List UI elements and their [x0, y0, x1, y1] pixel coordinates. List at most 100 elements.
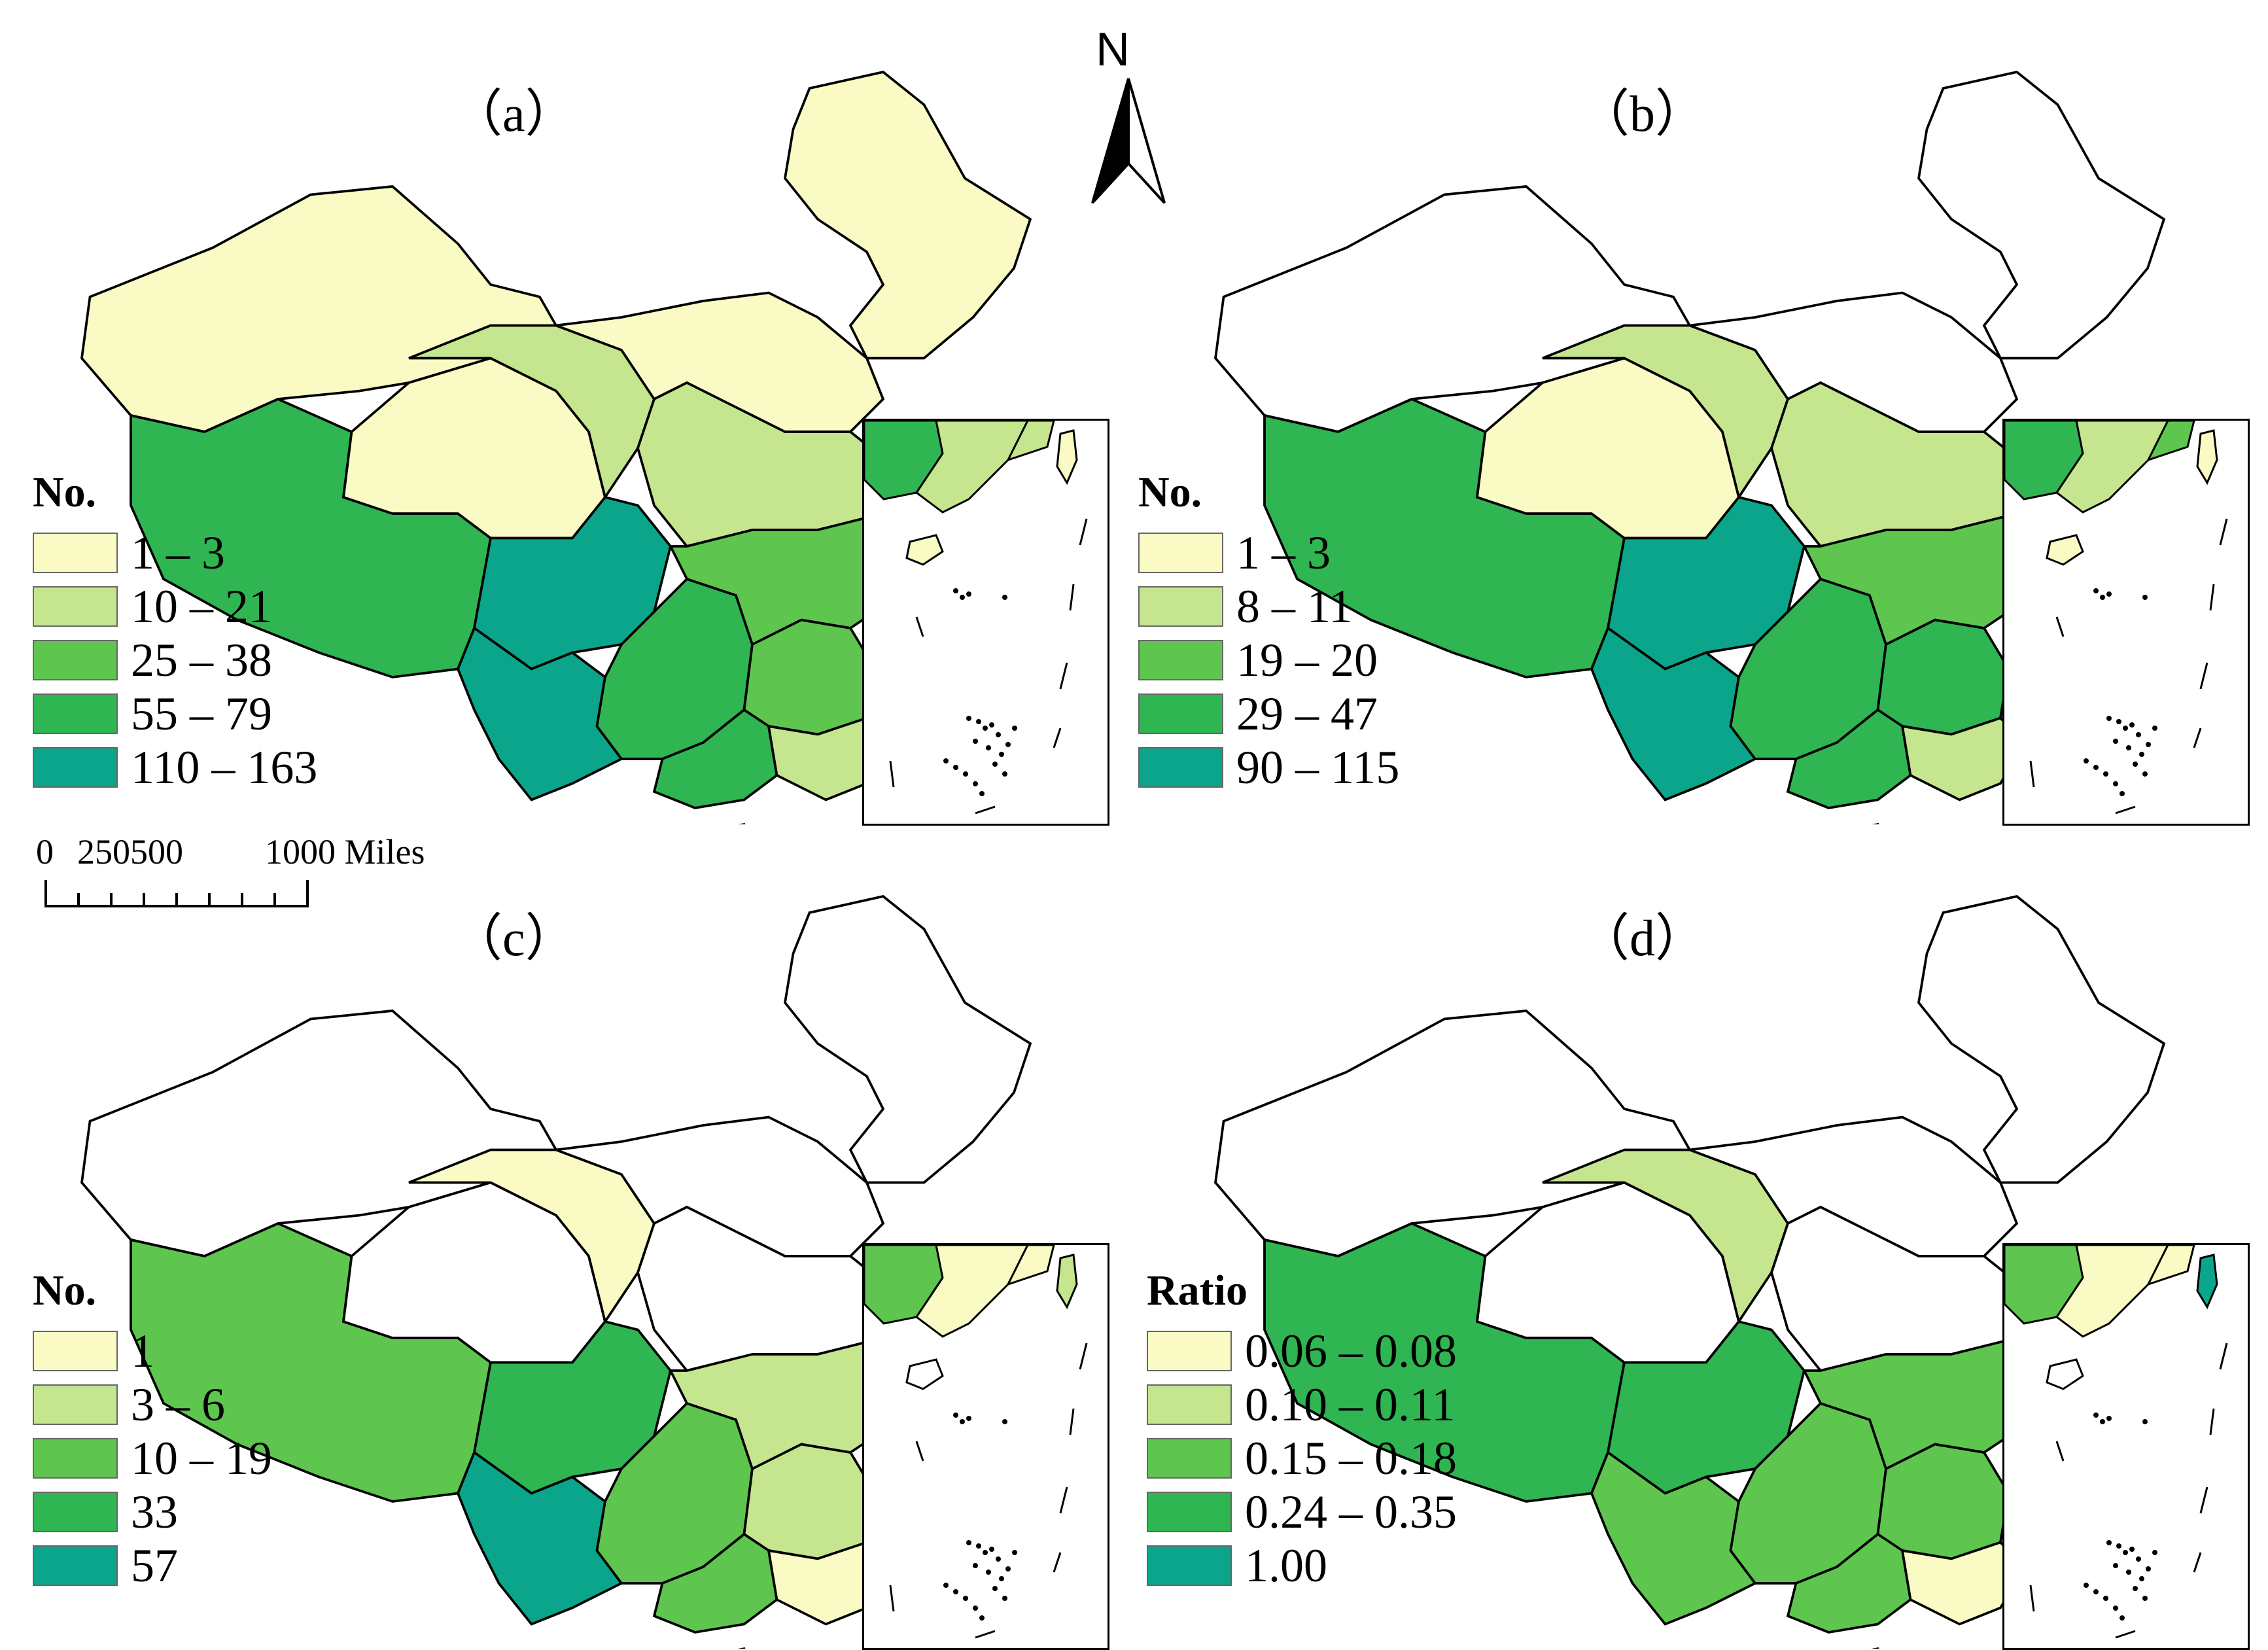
island-dot	[2103, 771, 2108, 777]
island-dot	[1002, 1596, 1007, 1601]
inset-region-fujian	[1006, 421, 1055, 462]
boundary-dash	[2219, 518, 2228, 546]
south-china-sea-inset-c	[862, 1243, 1109, 1650]
inset-region-hainan	[905, 1358, 944, 1390]
island-dot	[2100, 1419, 2105, 1424]
boundary-dash	[2029, 760, 2035, 788]
island-dot	[989, 722, 994, 728]
island-dot	[966, 1540, 971, 1545]
island-dot	[986, 745, 991, 750]
boundary-dash	[1069, 1408, 1075, 1435]
north-arrow-icon	[1091, 78, 1166, 204]
boundary-dash	[889, 760, 895, 788]
legend-label: 0.24 – 0.35	[1245, 1486, 1457, 1538]
legend-label: 90 – 115	[1236, 741, 1400, 794]
legend-swatch	[1138, 640, 1223, 680]
region-hubei-anhui	[1802, 512, 2051, 646]
boundary-dash	[2199, 662, 2208, 690]
map-panel-c: （c） No. 1 3 – 6 10 – 19 33 57	[0, 824, 1134, 1650]
region-yunnan	[456, 1450, 623, 1626]
legend-label: 8 – 11	[1236, 580, 1353, 633]
boundary-dash	[1069, 584, 1075, 611]
island-dot	[983, 726, 988, 731]
map-panel-d: （d） Ratio 0.06 – 0.08 0.10 – 0.11 0.15 –…	[1134, 824, 2267, 1650]
legend-item: 29 – 47	[1138, 687, 1399, 741]
legend-item: 1 – 3	[1138, 526, 1399, 580]
island-dot	[2113, 739, 2118, 744]
boundary-dash	[2199, 1486, 2208, 1514]
legend-swatch	[33, 586, 118, 627]
island-dot	[1002, 1419, 1007, 1424]
island-dot	[986, 1570, 991, 1575]
island-dot	[2142, 1419, 2148, 1424]
inset-region-taiwan	[1056, 1254, 1078, 1310]
legend-label: 29 – 47	[1236, 688, 1378, 740]
legend-swatch	[33, 1384, 118, 1425]
island-dot	[2113, 781, 2118, 786]
island-dot	[973, 1563, 978, 1568]
island-dot	[2126, 745, 2131, 750]
boundary-dash	[2055, 616, 2065, 637]
legend-item: 1 – 3	[33, 526, 317, 580]
island-dot	[2146, 742, 2151, 747]
scale-bar	[44, 880, 309, 907]
legend-swatch	[33, 747, 118, 788]
south-china-sea-inset-b	[2002, 419, 2250, 826]
legend-label: 10 – 21	[131, 580, 272, 633]
boundary-dash	[915, 1441, 924, 1462]
legend-swatch	[1147, 1492, 1232, 1532]
inset-region-taiwan	[2196, 1254, 2218, 1310]
legend-label: 55 – 79	[131, 688, 272, 740]
island-dot	[2139, 1576, 2144, 1581]
inset-region-taiwan	[1056, 429, 1078, 485]
legend-swatch	[1147, 1438, 1232, 1479]
legend-label: 0.10 – 0.11	[1245, 1378, 1456, 1431]
legend-item: 10 – 21	[33, 580, 317, 633]
island-dot	[979, 791, 985, 796]
legend-d: Ratio 0.06 – 0.08 0.10 – 0.11 0.15 – 0.1…	[1147, 1269, 1457, 1592]
panel-label-c: （c）	[451, 909, 576, 966]
legend-c: No. 1 3 – 6 10 – 19 33 57	[33, 1269, 272, 1592]
legend-label: 1 – 3	[1236, 527, 1331, 579]
legend-label: 110 – 163	[131, 741, 318, 794]
region-yunnan	[1590, 1450, 1757, 1626]
south-china-sea-inset-a	[862, 419, 1109, 826]
legend-item: 10 – 19	[33, 1431, 272, 1485]
island-dot	[1002, 595, 1007, 600]
island-dot	[996, 732, 1001, 737]
panel-label-d: （d）	[1579, 909, 1707, 966]
inset-region-hainan	[905, 534, 944, 566]
island-dot	[2142, 1596, 2148, 1601]
island-dot	[992, 1586, 998, 1591]
panel-label-a: （a）	[451, 85, 576, 142]
island-dot	[992, 762, 998, 767]
legend-a: No. 1 – 3 10 – 21 25 – 38 55 – 79 110 – …	[33, 471, 317, 794]
island-dot	[996, 1556, 1001, 1562]
legend-swatch	[1147, 1331, 1232, 1371]
island-dot	[2120, 1615, 2125, 1621]
region-hubei-anhui	[1802, 1336, 2051, 1471]
legend-label: 57	[131, 1539, 178, 1592]
legend-swatch	[33, 1331, 118, 1371]
legend-swatch	[1147, 1545, 1232, 1586]
legend-item: 1	[33, 1324, 272, 1378]
legend-swatch	[33, 1438, 118, 1479]
island-dot	[953, 1589, 958, 1594]
boundary-dash	[1079, 1343, 1088, 1370]
legend-item: 55 – 79	[33, 687, 317, 741]
boundary-dash	[2209, 584, 2215, 611]
boundary-dash	[1079, 518, 1088, 546]
legend-label: 1.00	[1245, 1539, 1327, 1592]
island-dot	[2139, 752, 2144, 757]
boundary-dash	[2193, 1552, 2202, 1573]
island-dot	[2129, 722, 2135, 728]
island-dot	[2093, 1413, 2099, 1418]
island-dot	[2093, 588, 2099, 593]
island-dot	[2133, 1586, 2138, 1591]
island-dot	[960, 1419, 965, 1424]
island-dot	[943, 758, 949, 764]
island-dot	[2123, 726, 2128, 731]
south-china-sea-inset-d	[2002, 1243, 2250, 1650]
island-dot	[2146, 1566, 2151, 1571]
island-dot	[943, 1583, 949, 1588]
